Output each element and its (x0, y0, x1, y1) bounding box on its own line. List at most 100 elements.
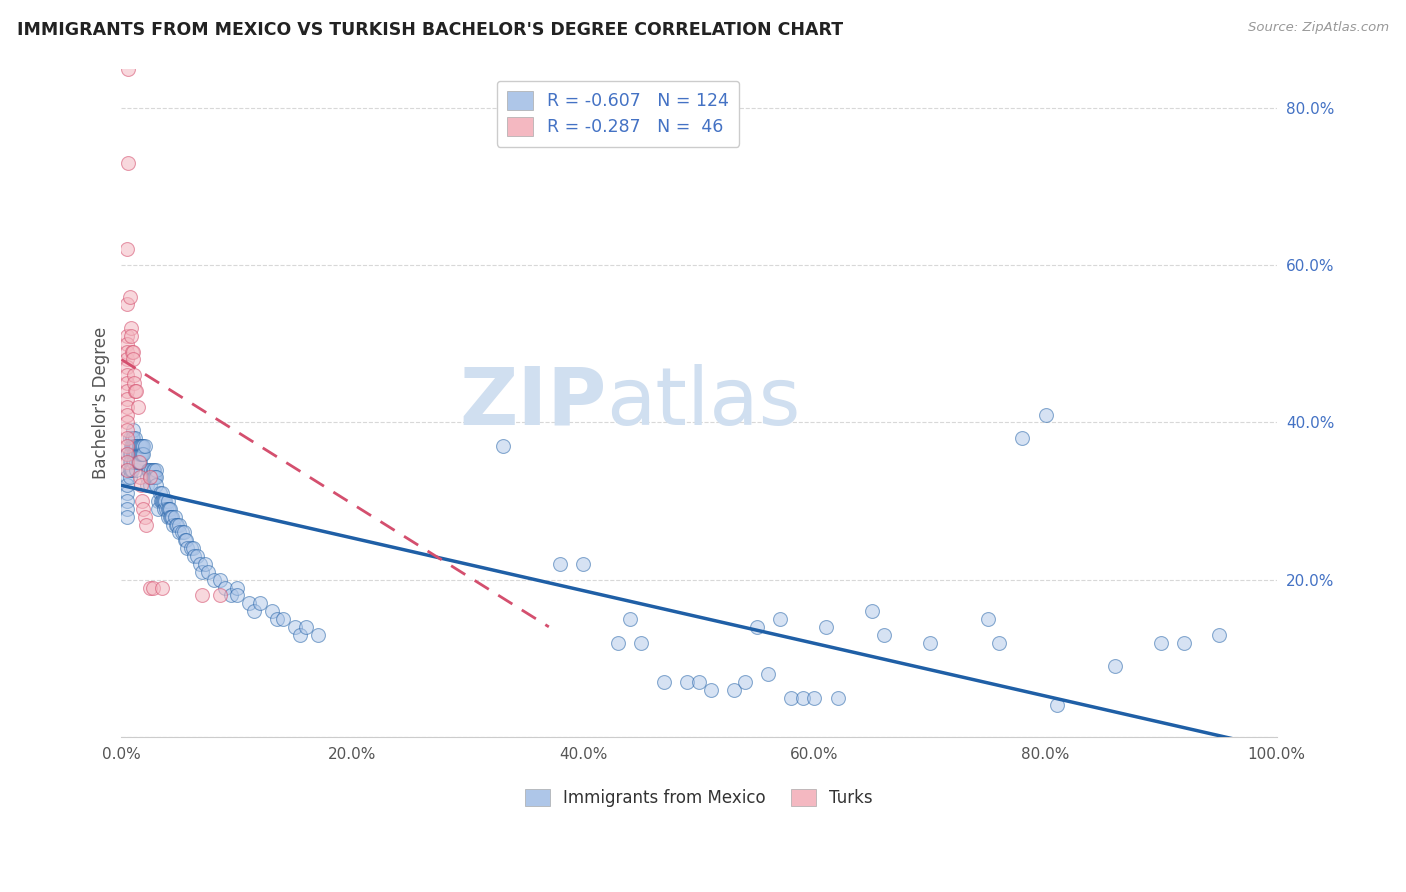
Point (141, 470, 163, 484)
Point (191, 565, 214, 579)
Point (139, 478, 162, 492)
Point (139, 470, 162, 484)
Point (120, 321, 142, 335)
Point (129, 439, 152, 453)
Point (120, 439, 142, 453)
Point (734, 674, 756, 689)
Point (135, 517, 157, 532)
Point (129, 439, 152, 453)
Point (115, 462, 138, 476)
Point (491, 439, 513, 453)
Point (155, 494, 177, 508)
Point (115, 243, 138, 257)
Point (115, 509, 138, 524)
Point (238, 596, 260, 610)
Point (115, 400, 138, 414)
Point (128, 439, 150, 453)
Point (202, 573, 225, 587)
Point (1150, 635, 1173, 649)
Point (688, 674, 710, 689)
Point (121, 439, 143, 453)
Point (115, 494, 138, 508)
Point (271, 612, 294, 626)
Point (121, 431, 143, 445)
Point (1011, 431, 1033, 445)
Point (165, 517, 187, 532)
Point (226, 581, 249, 595)
Point (860, 604, 883, 618)
Point (191, 588, 214, 602)
Point (150, 486, 173, 500)
Point (183, 549, 205, 563)
Point (115, 470, 138, 484)
Point (155, 502, 177, 516)
Point (307, 628, 329, 642)
Point (122, 376, 145, 390)
Point (243, 604, 266, 618)
Point (295, 620, 318, 634)
Point (122, 368, 145, 383)
Point (619, 612, 641, 626)
Point (122, 447, 145, 461)
Point (115, 392, 138, 406)
Point (173, 525, 195, 540)
Point (115, 478, 138, 492)
Point (122, 423, 145, 437)
Point (132, 447, 155, 461)
Legend: Immigrants from Mexico, Turks: Immigrants from Mexico, Turks (519, 782, 880, 814)
Point (157, 502, 180, 516)
Point (115, 447, 138, 461)
Point (988, 635, 1011, 649)
Point (141, 462, 163, 476)
Point (676, 674, 699, 689)
Point (769, 612, 792, 626)
Point (139, 470, 162, 484)
Point (284, 620, 307, 634)
Point (145, 462, 167, 476)
Point (290, 628, 312, 642)
Point (153, 494, 176, 508)
Point (125, 384, 148, 398)
Point (115, 408, 138, 422)
Point (134, 439, 156, 453)
Point (115, 439, 138, 453)
Point (167, 517, 190, 532)
Y-axis label: Bachelor's Degree: Bachelor's Degree (93, 326, 110, 479)
Point (122, 447, 145, 461)
Point (135, 470, 157, 484)
Point (129, 447, 152, 461)
Point (115, 455, 138, 469)
Point (118, 455, 141, 469)
Point (136, 462, 159, 476)
Point (115, 336, 138, 351)
Point (1035, 408, 1057, 422)
Point (160, 509, 183, 524)
Point (630, 635, 652, 649)
Point (260, 604, 283, 618)
Point (214, 581, 236, 595)
Point (1104, 659, 1126, 673)
Point (128, 455, 150, 469)
Point (197, 565, 219, 579)
Point (550, 557, 572, 571)
Point (132, 439, 155, 453)
Point (122, 455, 145, 469)
Point (142, 581, 165, 595)
Point (127, 400, 149, 414)
Point (572, 557, 595, 571)
Point (1046, 698, 1069, 713)
Point (188, 557, 211, 571)
Point (115, 297, 138, 311)
Point (115, 502, 138, 516)
Point (174, 533, 197, 548)
Text: atlas: atlas (606, 364, 801, 442)
Point (153, 502, 176, 516)
Point (156, 494, 179, 508)
Point (115, 462, 138, 476)
Point (117, 156, 139, 170)
Point (127, 455, 149, 469)
Point (745, 620, 768, 634)
Point (117, 62, 139, 76)
Point (115, 376, 138, 390)
Point (128, 447, 150, 461)
